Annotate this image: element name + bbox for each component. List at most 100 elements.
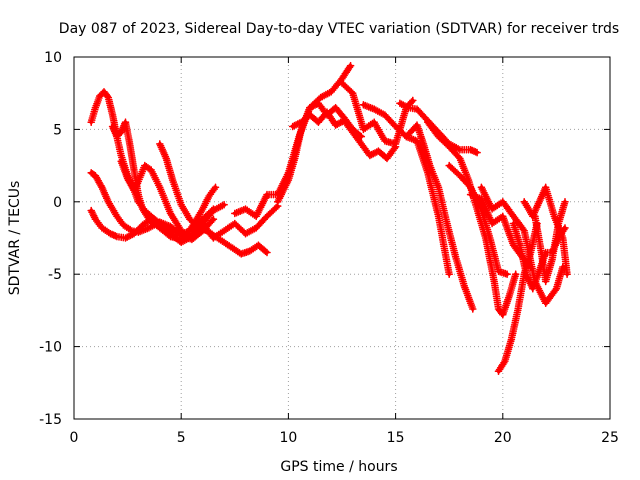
data-point [299,127,304,132]
data-point [308,105,312,110]
x-tick-label: 5 [177,430,186,446]
data-point [393,142,398,146]
data-point [490,207,494,211]
data-point [350,91,355,95]
data-point [468,147,473,152]
data-point [554,286,559,291]
data-point [106,95,111,100]
data-point [222,202,226,207]
data-point [550,257,554,262]
data-point [447,163,452,168]
data-point [121,223,126,227]
data-point [470,307,475,311]
data-point [513,272,518,277]
data-point [318,95,323,100]
data-point [179,202,183,207]
data-point [157,142,162,146]
data-point [211,208,216,213]
data-point [100,185,104,190]
data-point [299,120,304,124]
data-point [256,243,261,248]
data-point [543,185,548,190]
data-point [325,110,329,114]
series-markers [231,61,355,221]
data-point [543,301,548,305]
data-point [543,250,548,255]
plot-frame [73,56,611,420]
data-point [170,178,175,182]
data-point [421,142,426,146]
data-point [385,156,389,161]
data-point [115,214,119,219]
data-point [340,81,344,85]
data-point [168,234,173,239]
data-point [425,120,430,124]
data-point [383,113,387,117]
data-point [316,120,321,124]
data-point [119,130,123,135]
x-tick-label: 20 [494,430,512,446]
data-point [102,89,106,94]
y-tick-label: -5 [48,267,62,283]
data-point [415,107,419,111]
data-point [533,214,537,219]
data-point [359,142,364,146]
data-point [436,185,441,190]
data-point [115,134,119,139]
data-point [333,105,338,110]
data-point [406,105,411,110]
data-point [415,123,419,127]
data-point [93,173,98,178]
data-point [211,236,216,240]
data-point [445,221,449,226]
data-point [123,236,128,240]
data-point [329,89,334,94]
data-point [89,120,93,124]
data-point [132,168,136,172]
data-point [404,134,409,139]
data-point [537,200,542,204]
data-point [563,200,567,204]
data-point [563,226,567,230]
data-point [106,200,111,204]
data-point [293,156,297,161]
data-point [518,243,522,248]
data-point [552,214,557,219]
series-sat-22 [531,198,569,286]
data-point [507,294,512,298]
data-point [200,207,205,211]
series-sat-17 [466,190,535,271]
data-point [509,337,514,342]
y-tick-label: 10 [44,50,62,66]
data-point [531,286,535,291]
data-point [496,307,501,311]
data-point [187,217,192,221]
data-point [428,163,432,168]
data-point [511,243,516,248]
data-point [524,272,529,277]
data-point [132,231,136,236]
x-tick-label: 25 [601,430,619,446]
data-point [147,217,151,221]
data-point [505,272,509,277]
data-point [475,207,479,211]
chart-title: Day 087 of 2023, Sidereal Day-to-day VTE… [59,21,619,37]
data-point [290,124,295,129]
data-point [222,240,226,245]
data-point [179,237,183,242]
data-point [340,76,344,81]
series-sat-10 [288,108,400,163]
data-point [537,269,542,274]
data-point [447,144,452,149]
data-point [89,208,93,213]
data-point [398,101,402,106]
data-point [200,221,205,226]
data-point [501,312,505,317]
data-point [475,150,479,155]
data-point [115,234,119,239]
data-point [361,127,366,132]
data-point [479,197,484,201]
data-point [142,163,147,168]
data-point [275,200,280,204]
